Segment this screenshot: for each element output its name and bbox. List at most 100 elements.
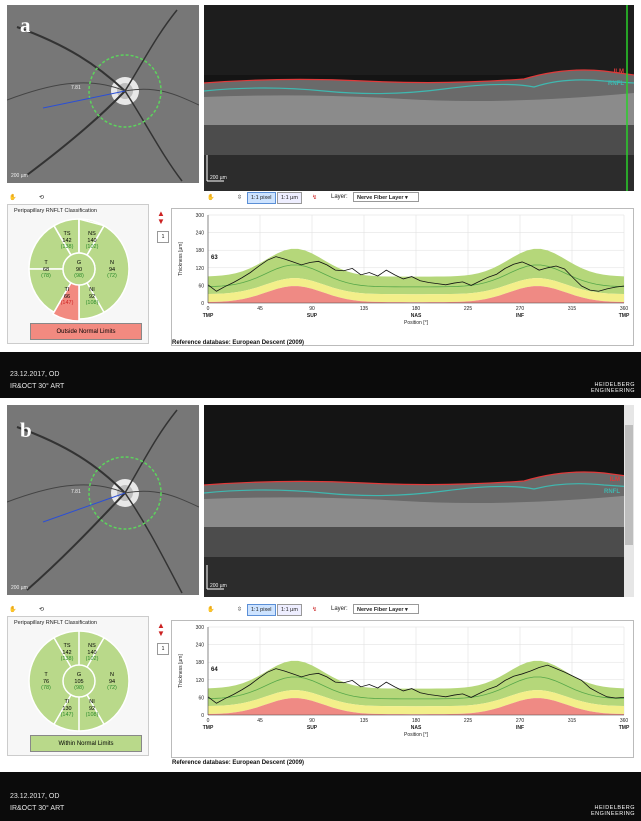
sector-n-ref: (72) bbox=[107, 685, 117, 691]
sector-n-label: N bbox=[110, 260, 114, 266]
sector-wheel bbox=[28, 630, 130, 732]
one-to-one-pixel-button[interactable]: 1:1 pixel bbox=[247, 192, 276, 204]
oct-bscan: ILM RNFL 200 µm bbox=[204, 405, 634, 597]
sector-n: N 94 (72) bbox=[102, 672, 122, 692]
sector-ts-label: TS bbox=[63, 231, 71, 237]
footer: 23.12.2017, OD IR&OCT 30° ART HEIDELBERG… bbox=[0, 772, 641, 821]
x-tick-label: 135 bbox=[360, 306, 369, 312]
sector-ts-value: 142 bbox=[62, 237, 72, 244]
layer-select[interactable]: Nerve Fiber Layer ▾ bbox=[353, 192, 419, 202]
y-tick-label: 60 bbox=[198, 695, 204, 701]
page-index: 1 bbox=[157, 231, 169, 243]
fit-height-icon[interactable]: ⇳ bbox=[237, 607, 243, 613]
layer-select-value: Nerve Fiber Layer bbox=[357, 195, 404, 201]
x-tick-label: 135 bbox=[360, 718, 369, 724]
panel-letter: b bbox=[20, 418, 32, 442]
x-sector-label: NAS bbox=[411, 725, 422, 731]
sector-t-label: T bbox=[44, 260, 48, 266]
sector-t-value: 76 bbox=[42, 678, 50, 685]
y-tick-label: 180 bbox=[196, 248, 205, 254]
x-tick-label: 180 bbox=[412, 306, 421, 312]
brand-line-1: HEIDELBERG bbox=[594, 382, 635, 388]
measure-icon[interactable]: ⟲ bbox=[39, 195, 45, 201]
measure-icon[interactable]: ⟲ bbox=[39, 607, 45, 613]
page-down-icon[interactable]: ▼ bbox=[157, 217, 165, 226]
sector-ti-label: TI bbox=[64, 699, 70, 705]
classification-result: Within Normal Limits bbox=[30, 735, 142, 752]
bscan-scale-label: 200 µm bbox=[210, 583, 227, 589]
sector-ns: NS 140 (102) bbox=[81, 231, 103, 251]
page-down-icon[interactable]: ▼ bbox=[157, 629, 165, 638]
sector-ns-ref: (102) bbox=[85, 244, 99, 250]
x-sector-label: SUP bbox=[307, 313, 318, 319]
fundus-angle-label: 7.81 bbox=[71, 489, 81, 495]
classification-result: Outside Normal Limits bbox=[30, 323, 142, 340]
footer: 23.12.2017, OD IR&OCT 30° ART HEIDELBERG… bbox=[0, 352, 641, 398]
sector-ns-value: 140 bbox=[87, 649, 97, 656]
measure-tool-icon[interactable]: ↯ bbox=[312, 195, 318, 201]
pan-icon[interactable]: ✋ bbox=[207, 607, 215, 613]
sector-t-ref: (78) bbox=[41, 685, 51, 691]
sector-ni: NI 92 (108) bbox=[81, 287, 103, 307]
x-tick-label: 0 bbox=[207, 718, 210, 724]
one-to-one-pixel-button[interactable]: 1:1 pixel bbox=[247, 604, 276, 616]
hand-icon[interactable]: ✋ bbox=[9, 607, 17, 613]
reference-database: Reference database: European Descent (20… bbox=[172, 340, 305, 346]
layer-label: Layer: bbox=[331, 194, 348, 200]
sector-t-value: 68 bbox=[42, 266, 50, 273]
bscan-ilm-label: ILM bbox=[613, 69, 624, 75]
x-axis-label: Position [°] bbox=[404, 320, 429, 326]
layer-label: Layer: bbox=[331, 606, 348, 612]
layer-select[interactable]: Nerve Fiber Layer ▾ bbox=[353, 604, 419, 614]
page-up-icon[interactable]: ▲ bbox=[157, 209, 165, 218]
x-sector-label: TMP bbox=[619, 725, 630, 731]
fit-height-icon[interactable]: ⇳ bbox=[237, 195, 243, 201]
x-tick-label: 180 bbox=[412, 718, 421, 724]
normal-band bbox=[208, 660, 624, 707]
measure-tool-icon[interactable]: ↯ bbox=[312, 607, 318, 613]
bscan-rnfl-label: RNFL bbox=[604, 489, 620, 495]
brand-logo: HEIDELBERG ENGINEERING bbox=[591, 805, 635, 817]
page-up-icon[interactable]: ▲ bbox=[157, 621, 165, 630]
layer-select-value: Nerve Fiber Layer bbox=[357, 607, 404, 613]
sector-g-label: G bbox=[76, 672, 82, 678]
sector-n-ref: (72) bbox=[107, 273, 117, 279]
x-tick-label: 0 bbox=[207, 306, 210, 312]
sector-ti-ref: (147) bbox=[60, 300, 74, 306]
oct-bscan: ILM RNFL 200 µm bbox=[204, 5, 634, 191]
sector-g: G 105 (98) bbox=[69, 672, 89, 692]
mean-line bbox=[207, 676, 625, 700]
sector-t: T 76 (78) bbox=[36, 672, 56, 692]
x-sector-label: NAS bbox=[411, 313, 422, 319]
classification-title: Peripapillary RNFLT Classification bbox=[14, 620, 97, 626]
sector-t: T 68 (78) bbox=[36, 260, 56, 280]
x-tick-label: 45 bbox=[257, 718, 263, 724]
sector-ts-ref: (138) bbox=[60, 244, 74, 250]
mean-line bbox=[207, 264, 625, 288]
sector-ts: TS 142 (138) bbox=[56, 643, 78, 663]
one-to-one-um-button[interactable]: 1:1 µm bbox=[277, 192, 302, 204]
y-tick-label: 300 bbox=[196, 213, 205, 219]
sector-ns-label: NS bbox=[88, 643, 96, 649]
y-tick-label: 120 bbox=[196, 266, 205, 272]
bscan-ilm-label: ILM bbox=[609, 477, 620, 483]
x-sector-label: INF bbox=[516, 313, 524, 319]
x-sector-label: TMP bbox=[203, 313, 214, 319]
panel-b: b 7.81 200 µm bbox=[0, 405, 641, 821]
y-axis-label: Thickness [µm] bbox=[178, 654, 184, 688]
value-marker: 63 bbox=[211, 255, 218, 261]
sector-n-value: 94 bbox=[108, 266, 116, 273]
panel-a: a 7.81 200 µm bbox=[0, 0, 641, 398]
outside-band bbox=[208, 698, 624, 715]
pan-icon[interactable]: ✋ bbox=[207, 195, 215, 201]
x-tick-label: 315 bbox=[568, 306, 577, 312]
value-marker: 64 bbox=[211, 667, 218, 673]
classification-panel: Peripapillary RNFLT Classification TS 142… bbox=[7, 204, 149, 344]
fundus-image: 7.81 200 µm bbox=[7, 405, 199, 595]
one-to-one-um-button[interactable]: 1:1 µm bbox=[277, 604, 302, 616]
sector-ns-value: 140 bbox=[87, 237, 97, 244]
x-tick-label: 90 bbox=[309, 306, 315, 312]
hand-icon[interactable]: ✋ bbox=[9, 195, 17, 201]
sector-t-label: T bbox=[44, 672, 48, 678]
